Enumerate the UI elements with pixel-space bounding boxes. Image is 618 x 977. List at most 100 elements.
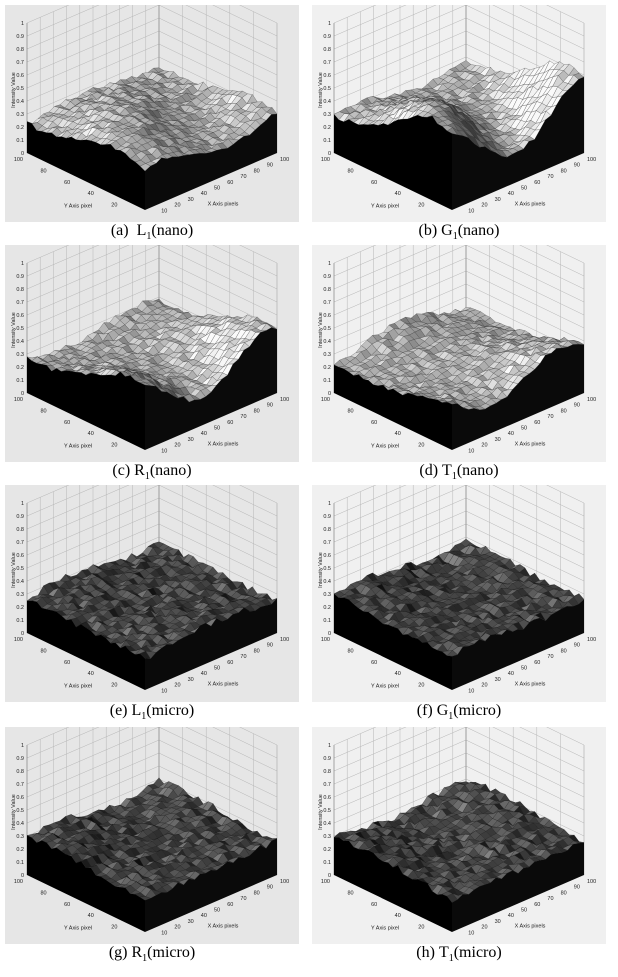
caption-label: (f) (417, 702, 433, 719)
z-tick-label: 0.4 (323, 579, 331, 585)
z-tick-label: 0.3 (16, 112, 24, 118)
y-tick-label: 60 (64, 420, 70, 426)
caption: (c) R1(nano) (5, 462, 299, 482)
surface-plot: 00.10.20.30.40.50.60.70.80.9110203040506… (312, 727, 606, 944)
z-tick-label: 0.4 (323, 339, 331, 345)
surface-plot: 00.10.20.30.40.50.60.70.80.9110203040506… (5, 5, 299, 222)
z-axis-label: Intensity Value (318, 552, 324, 588)
caption: (a) L1(nano) (5, 222, 299, 242)
x-tick-label: 30 (188, 437, 194, 443)
x-axis-label: X Axis pixels (515, 682, 546, 688)
x-tick-label: 30 (495, 677, 501, 683)
y-tick-label: 60 (371, 420, 377, 426)
z-tick-label: 0.2 (323, 605, 331, 611)
y-tick-label: 60 (64, 180, 70, 186)
z-tick-label: 0.3 (323, 592, 331, 598)
z-tick-label: 0.9 (16, 274, 24, 280)
caption-label: (e) (110, 702, 128, 719)
x-tick-label: 80 (561, 168, 567, 174)
x-tick-label: 90 (267, 643, 273, 649)
z-tick-label: 0.6 (323, 553, 331, 559)
x-axis-label: X Axis pixels (208, 682, 239, 688)
z-tick-label: 0.7 (323, 540, 331, 546)
z-tick-label: 0.8 (323, 47, 331, 53)
x-tick-label: 70 (240, 896, 246, 902)
z-tick-label: 1 (328, 501, 331, 507)
z-tick-label: 0.5 (16, 86, 24, 92)
surface-plot: 00.10.20.30.40.50.60.70.80.9110203040506… (5, 485, 299, 702)
x-tick-label: 80 (561, 648, 567, 654)
x-tick-label: 80 (254, 408, 260, 414)
z-tick-label: 0.1 (16, 138, 24, 144)
z-tick-label: 0.5 (323, 86, 331, 92)
x-tick-label: 50 (214, 426, 220, 432)
x-tick-label: 70 (240, 654, 246, 660)
z-tick-label: 1 (328, 261, 331, 267)
z-axis-label: Intensity Value (318, 72, 324, 108)
y-axis-label: Y Axis pixel (64, 444, 92, 450)
x-tick-label: 10 (161, 208, 167, 214)
x-tick-label: 80 (561, 408, 567, 414)
y-tick-label: 40 (88, 671, 94, 677)
x-tick-label: 60 (534, 420, 540, 426)
z-tick-label: 0.6 (16, 553, 24, 559)
caption-symbol: R (134, 462, 145, 479)
x-tick-label: 70 (240, 174, 246, 180)
caption-symbol: T (442, 462, 452, 479)
z-tick-label: 0.8 (16, 769, 24, 775)
z-tick-label: 0.6 (16, 73, 24, 79)
caption-tail: (nano) (151, 222, 193, 239)
z-tick-label: 0.6 (323, 73, 331, 79)
y-tick-label: 100 (14, 157, 23, 163)
z-tick-label: 0.7 (16, 782, 24, 788)
z-tick-label: 1 (21, 21, 24, 27)
x-tick-label: 10 (161, 448, 167, 454)
z-tick-label: 0.1 (323, 618, 331, 624)
y-tick-label: 80 (40, 168, 46, 174)
y-tick-label: 80 (347, 648, 353, 654)
y-tick-label: 100 (321, 397, 330, 403)
x-tick-label: 70 (240, 414, 246, 420)
x-tick-label: 50 (521, 426, 527, 432)
z-tick-label: 0.5 (323, 326, 331, 332)
y-tick-label: 80 (40, 408, 46, 414)
surface-plot: 00.10.20.30.40.50.60.70.80.9110203040506… (312, 485, 606, 702)
caption-label: (c) (112, 462, 130, 479)
x-tick-label: 40 (508, 671, 514, 677)
x-tick-label: 90 (574, 643, 580, 649)
caption-symbol: L (132, 702, 142, 719)
x-tick-label: 30 (188, 919, 194, 925)
x-tick-label: 50 (214, 186, 220, 192)
z-tick-label: 0.9 (323, 34, 331, 40)
x-tick-label: 90 (267, 403, 273, 409)
caption-tail: (nano) (150, 462, 192, 479)
y-axis-label: Y Axis pixel (371, 444, 399, 450)
y-tick-label: 60 (371, 660, 377, 666)
y-axis-label: Y Axis pixel (64, 926, 92, 932)
x-tick-label: 90 (267, 885, 273, 891)
z-tick-label: 0.3 (323, 112, 331, 118)
z-tick-label: 0.2 (16, 125, 24, 131)
x-tick-label: 10 (468, 688, 474, 694)
z-tick-label: 0.9 (16, 514, 24, 520)
y-tick-label: 20 (111, 683, 117, 689)
x-tick-label: 100 (280, 397, 289, 403)
x-tick-label: 50 (214, 666, 220, 672)
z-tick-label: 0.5 (323, 566, 331, 572)
y-tick-label: 20 (418, 443, 424, 449)
z-tick-label: 0.9 (323, 514, 331, 520)
caption-tail: (micro) (453, 702, 501, 719)
z-tick-label: 0.2 (323, 365, 331, 371)
y-tick-label: 100 (14, 637, 23, 643)
z-tick-label: 0.1 (16, 860, 24, 866)
y-tick-label: 80 (347, 408, 353, 414)
y-tick-label: 80 (40, 890, 46, 896)
x-tick-label: 50 (214, 908, 220, 914)
z-tick-label: 0.1 (16, 618, 24, 624)
surface-plot: 00.10.20.30.40.50.60.70.80.9110203040506… (5, 727, 299, 944)
x-tick-label: 100 (280, 879, 289, 885)
z-tick-label: 0.4 (323, 99, 331, 105)
caption-tail: (nano) (457, 462, 499, 479)
caption: (g) R1(micro) (5, 944, 299, 964)
y-tick-label: 80 (347, 168, 353, 174)
